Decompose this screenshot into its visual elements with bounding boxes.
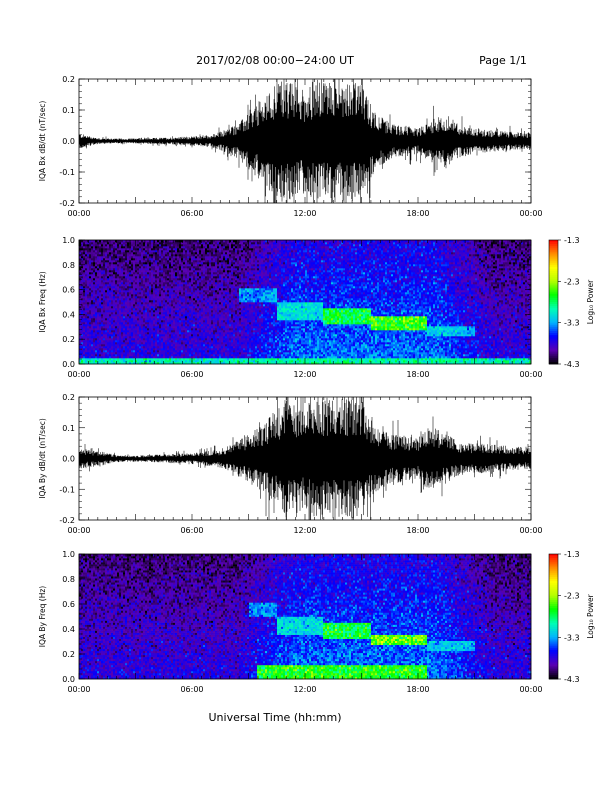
- y-tick-label: -0.2: [59, 199, 75, 208]
- y-tick-label: 0.1: [62, 424, 75, 433]
- x-tick-label: 12:00: [293, 209, 316, 218]
- y-tick-label: 0.0: [62, 675, 75, 684]
- colorbar-label: Log₁₀ Power: [586, 279, 595, 324]
- x-tick-label: 00:00: [519, 370, 542, 379]
- y-tick-label: 0.0: [62, 360, 75, 369]
- by-spectrogram-cells: [79, 554, 531, 679]
- x-tick-label: 06:00: [180, 685, 203, 694]
- y-tick-label: -0.2: [59, 516, 75, 525]
- x-tick-label: 00:00: [519, 526, 542, 535]
- x-tick-label: 00:00: [519, 209, 542, 218]
- colorbar-tick-label: -3.3: [564, 319, 580, 328]
- y-axis-label: IQA By Freq (Hz): [38, 586, 47, 648]
- y-tick-label: 0.2: [62, 75, 75, 84]
- x-tick-label: 06:00: [180, 526, 203, 535]
- panels: 0.2 0.1 0.0 -0.1 -0.2 IQA Bx dB/dt (nT/sec) 00…: [38, 44, 595, 694]
- x-tick-label: 00:00: [67, 209, 90, 218]
- y-tick-label: 1.0: [62, 236, 75, 245]
- y-tick-label: 0.8: [62, 261, 75, 270]
- x-tick-label: 18:00: [406, 209, 429, 218]
- colorbar-tick-label: -4.3: [564, 675, 580, 684]
- x-tick-label: 12:00: [293, 526, 316, 535]
- x-tick-label: 18:00: [406, 526, 429, 535]
- x-tick-label: 12:00: [293, 370, 316, 379]
- colorbar-tick-label: -2.3: [564, 592, 580, 601]
- x-tick-label: 00:00: [67, 685, 90, 694]
- by-waveform-panel: 0.2 0.1 0.0 -0.1 -0.2 IQA By dB/dt (nT/sec) 00…: [38, 367, 543, 547]
- y-tick-label: 0.0: [62, 137, 75, 146]
- colorbar-tick-label: -2.3: [564, 277, 580, 286]
- page-indicator: Page 1/1: [479, 54, 527, 67]
- y-tick-label: 0.6: [62, 600, 75, 609]
- x-tick-label: 18:00: [406, 685, 429, 694]
- colorbar-label: Log₁₀ Power: [586, 593, 595, 638]
- y-axis-label: IQA By dB/dt (nT/sec): [38, 418, 47, 499]
- y-tick-label: 0.4: [62, 310, 75, 319]
- y-tick-label: 0.2: [62, 393, 75, 402]
- y-tick-label: -0.1: [59, 168, 75, 177]
- colorbar-tick-label: -1.3: [564, 550, 580, 559]
- x-axis-title: Universal Time (hh:mm): [209, 711, 342, 724]
- bx-spectrogram-panel: -1.3 -2.3 -3.3 -4.3 Log₁₀ Power 1.0 0.8 0.6 0.4 0…: [38, 236, 595, 379]
- colorbar-tick-label: -1.3: [564, 236, 580, 245]
- y-tick-label: 0.6: [62, 286, 75, 295]
- y-tick-label: 0.0: [62, 455, 75, 464]
- colorbar-tick-label: -4.3: [564, 360, 580, 369]
- y-tick-label: 0.2: [62, 335, 75, 344]
- colorbar-tick-label: -3.3: [564, 633, 580, 642]
- by-spectrogram-panel: -1.3 -2.3 -3.3 -4.3 Log₁₀ Power 1.0 0.8 0.6 0.4 0…: [38, 550, 595, 694]
- y-axis-label: IQA Bx dB/dt (nT/sec): [38, 101, 47, 182]
- x-tick-label: 00:00: [67, 370, 90, 379]
- bx-waveform-panel: 0.2 0.1 0.0 -0.1 -0.2 IQA Bx dB/dt (nT/sec) 00…: [38, 44, 543, 232]
- x-tick-label: 06:00: [180, 370, 203, 379]
- by-spectrogram-colorbar: -1.3 -2.3 -3.3 -4.3 Log₁₀ Power: [549, 550, 595, 684]
- y-tick-label: -0.1: [59, 485, 75, 494]
- y-tick-label: 0.2: [62, 650, 75, 659]
- y-tick-label: 1.0: [62, 550, 75, 559]
- bx-spectrogram-colorbar: -1.3 -2.3 -3.3 -4.3 Log₁₀ Power: [549, 236, 595, 369]
- x-tick-label: 06:00: [180, 209, 203, 218]
- y-tick-label: 0.4: [62, 625, 75, 634]
- y-axis-label: IQA Bx Freq (Hz): [38, 271, 47, 333]
- x-tick-label: 12:00: [293, 685, 316, 694]
- y-tick-label: 0.8: [62, 575, 75, 584]
- x-tick-label: 18:00: [406, 370, 429, 379]
- bx-waveform-trace: [79, 44, 531, 232]
- plot-title: 2017/02/08 00:00−24:00 UT: [196, 54, 354, 67]
- y-tick-label: 0.1: [62, 106, 75, 115]
- bx-spectrogram-cells: [79, 240, 531, 364]
- x-tick-label: 00:00: [519, 685, 542, 694]
- x-tick-label: 00:00: [67, 526, 90, 535]
